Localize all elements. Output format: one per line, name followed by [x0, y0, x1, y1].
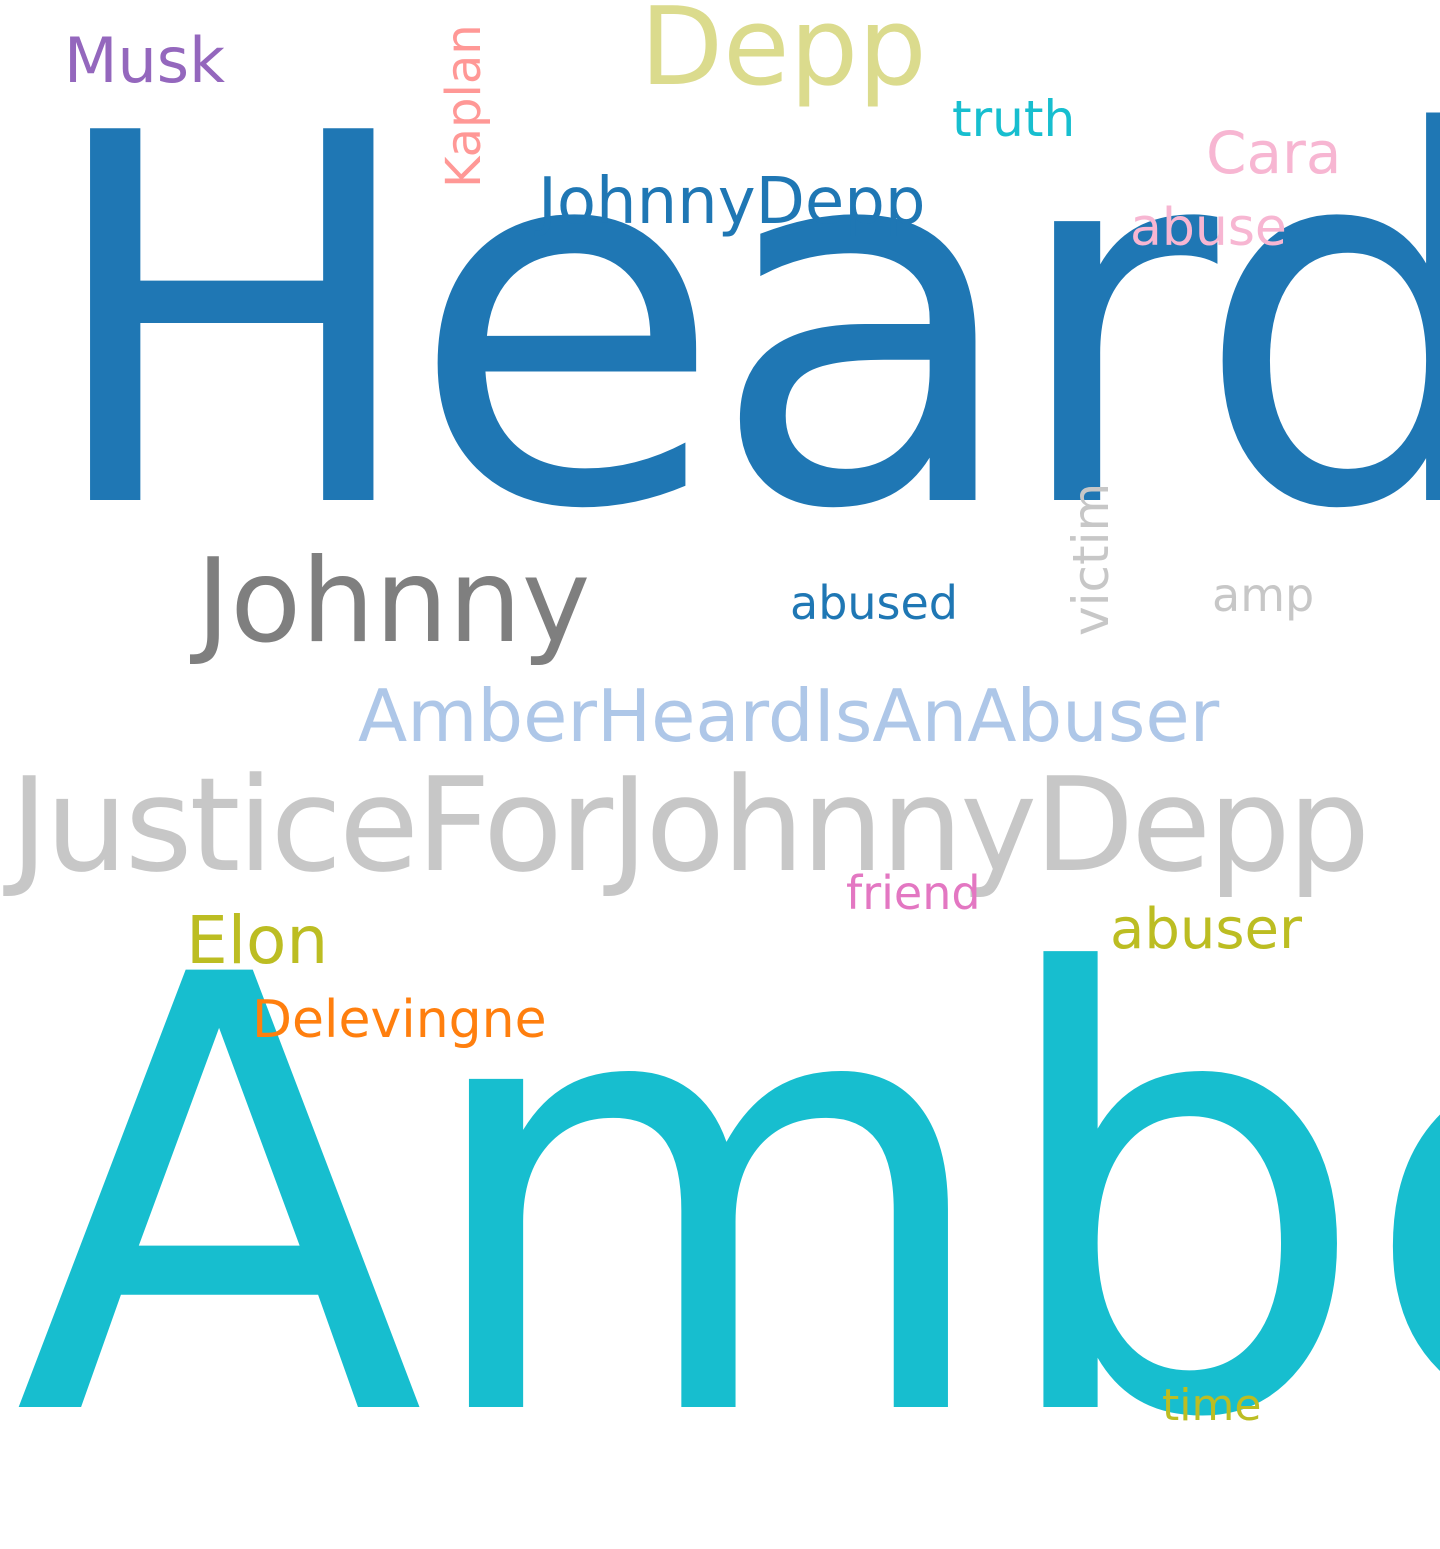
word-kaplan: Kaplan — [436, 24, 492, 188]
word-abused: abused — [790, 576, 959, 630]
word-heard: Heard — [40, 28, 1440, 621]
word-johnny: Johnny — [196, 534, 591, 669]
word-friend: friend — [846, 866, 981, 920]
word-depp: Depp — [640, 0, 927, 110]
word-cloud: Heard Amber JusticeForJohnnyDepp Johnny … — [10, 0, 1440, 1500]
word-amp: amp — [1212, 568, 1315, 622]
word-musk: Musk — [64, 24, 225, 97]
word-abuser: abuser — [1110, 897, 1303, 962]
word-time: time — [1162, 1380, 1262, 1431]
word-johnnydepp: JohnnyDepp — [538, 165, 926, 239]
word-amberheard-is-an-abuser: AmberHeardIsAnAbuser — [358, 674, 1220, 758]
word-justicefor-johnnydepp: JusticeForJohnnyDepp — [10, 749, 1370, 901]
word-delevingne: Delevingne — [252, 990, 547, 1050]
word-abuse: abuse — [1130, 198, 1287, 258]
word-victim: victim — [1062, 482, 1120, 636]
word-cara: Cara — [1206, 119, 1342, 187]
word-truth: truth — [952, 90, 1076, 148]
word-elon: Elon — [186, 902, 329, 979]
word-amber: Amber — [14, 850, 1440, 1549]
